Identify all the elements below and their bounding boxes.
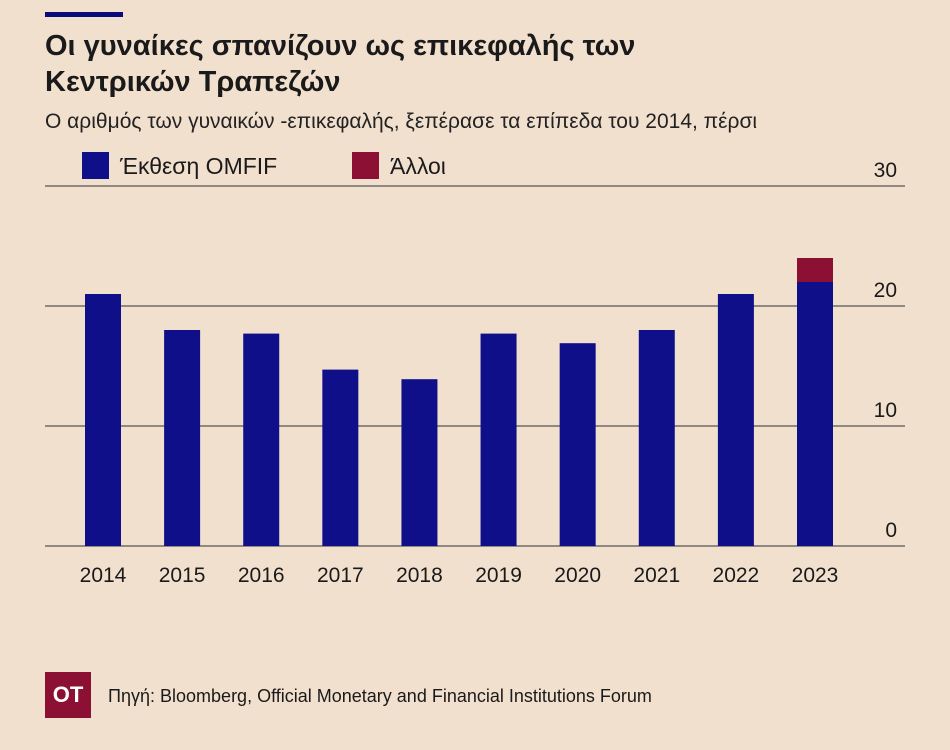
bar-others-2023 [797, 258, 833, 282]
bar-omfif-2021 [638, 330, 675, 546]
x-tick-label-2019: 2019 [475, 564, 522, 587]
y-tick-label-0: 0 [885, 519, 897, 542]
y-tick-label-20: 20 [874, 279, 897, 302]
ot-logo: OT [45, 672, 91, 718]
y-tick-label-30: 30 [874, 159, 897, 182]
bar-omfif-2020 [559, 343, 596, 546]
bar-omfif-2017 [322, 369, 359, 546]
bar-omfif-2015 [164, 330, 201, 546]
source-note: Πηγή: Bloomberg, Official Monetary and F… [108, 686, 652, 706]
x-tick-label-2020: 2020 [554, 564, 601, 587]
bar-omfif-2016 [243, 333, 280, 546]
legend-swatch-others [352, 152, 379, 179]
bar-omfif-2023 [797, 282, 833, 546]
legend-label-omfif: Έκθεση OMFIF [120, 153, 278, 179]
legend-label-others: Άλλοι [390, 153, 446, 179]
x-tick-label-2014: 2014 [80, 564, 127, 587]
x-tick-label-2021: 2021 [633, 564, 680, 587]
bar-omfif-2014 [85, 294, 121, 546]
bar-omfif-2019 [480, 333, 517, 546]
chart-subtitle: Ο αριθμός των γυναικών -επικεφαλής, ξεπέ… [45, 110, 758, 133]
bar-omfif-2018 [401, 379, 438, 546]
x-tick-label-2015: 2015 [159, 564, 206, 587]
x-tick-label-2018: 2018 [396, 564, 443, 587]
legend-swatch-omfif [82, 152, 109, 179]
bar-omfif-2022 [717, 294, 754, 546]
chart-title: Οι γυναίκες σπανίζουν ως επικεφαλής των … [45, 30, 636, 98]
top-accent-rule [45, 12, 123, 17]
x-tick-label-2022: 2022 [713, 564, 760, 587]
y-tick-label-10: 10 [874, 399, 897, 422]
x-tick-label-2017: 2017 [317, 564, 364, 587]
x-tick-label-2016: 2016 [238, 564, 285, 587]
x-tick-label-2023: 2023 [792, 564, 839, 587]
